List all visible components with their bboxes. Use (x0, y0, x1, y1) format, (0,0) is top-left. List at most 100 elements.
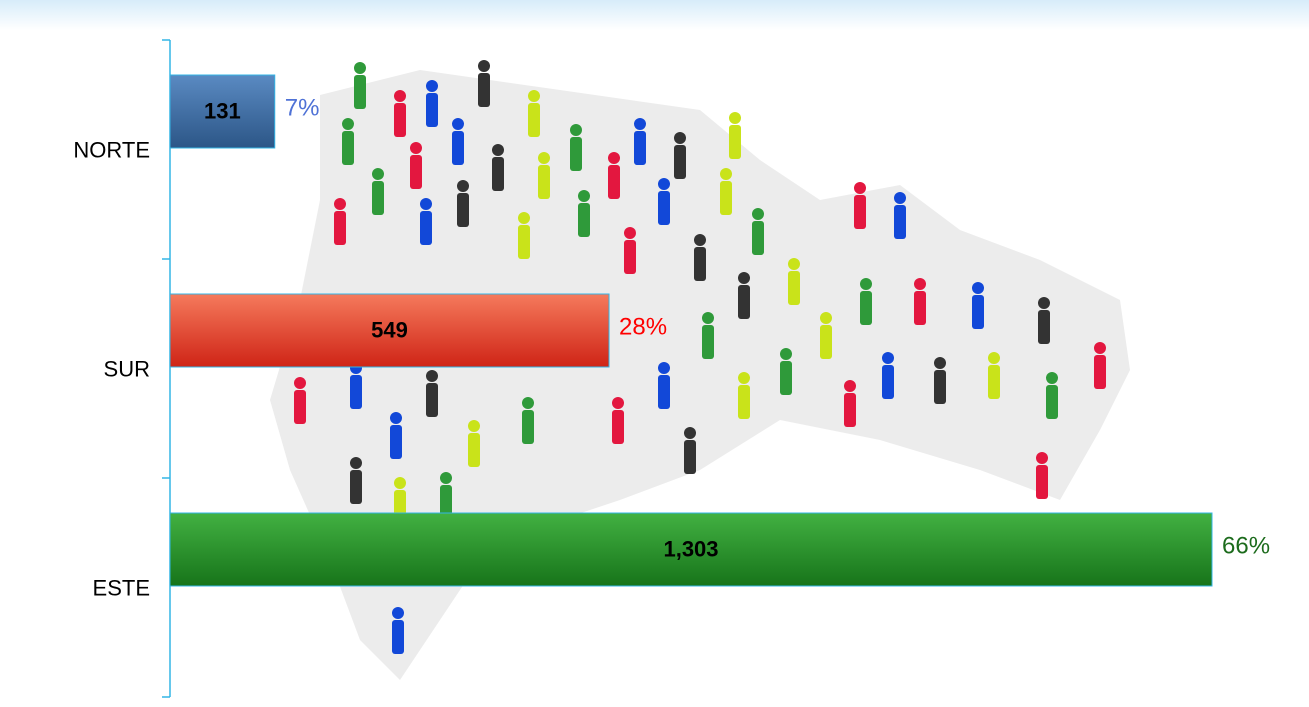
person-head (624, 227, 636, 239)
person-body (354, 75, 366, 109)
person-body (538, 165, 550, 199)
person-body (350, 470, 362, 504)
person-body (528, 103, 540, 137)
person-head (1036, 452, 1048, 464)
person-body (420, 211, 432, 245)
percent-label: 66% (1222, 532, 1270, 559)
person-body (578, 203, 590, 237)
person-body (608, 165, 620, 199)
person-head (634, 118, 646, 130)
person-body (1036, 465, 1048, 499)
person-body (392, 620, 404, 654)
person-head (694, 234, 706, 246)
person-body (624, 240, 636, 274)
person-body (570, 137, 582, 171)
person-body (350, 375, 362, 409)
bar (169, 293, 610, 368)
value-label: 1,303 (663, 536, 718, 561)
person-head (854, 182, 866, 194)
person-head (392, 607, 404, 619)
person-head (972, 282, 984, 294)
person-body (988, 365, 1000, 399)
person-body (738, 385, 750, 419)
person-head (538, 152, 550, 164)
person-head (394, 477, 406, 489)
person-head (410, 142, 422, 154)
person-head (440, 472, 452, 484)
percent-label: 7% (285, 94, 320, 121)
person-head (468, 420, 480, 432)
person-body (684, 440, 696, 474)
person-head (522, 397, 534, 409)
person-head (729, 112, 741, 124)
person-head (882, 352, 894, 364)
person-head (844, 380, 856, 392)
person-head (820, 312, 832, 324)
person-head (420, 198, 432, 210)
person-head (478, 60, 490, 72)
person-body (334, 211, 346, 245)
person-head (752, 208, 764, 220)
person-body (752, 221, 764, 255)
background-glow (0, 0, 1309, 30)
person-body (612, 410, 624, 444)
person-head (658, 362, 670, 374)
person-head (860, 278, 872, 290)
person-body (478, 73, 490, 107)
person-head (934, 357, 946, 369)
person-body (457, 193, 469, 227)
category-label: SUR (104, 356, 150, 381)
person-head (720, 168, 732, 180)
person-head (354, 62, 366, 74)
person-head (684, 427, 696, 439)
person-head (492, 144, 504, 156)
person-body (780, 361, 792, 395)
person-body (518, 225, 530, 259)
person-head (457, 180, 469, 192)
person-head (1038, 297, 1050, 309)
person-body (844, 393, 856, 427)
person-body (492, 157, 504, 191)
person-head (426, 370, 438, 382)
person-body (720, 181, 732, 215)
person-body (674, 145, 686, 179)
person-head (780, 348, 792, 360)
person-body (658, 375, 670, 409)
person-body (702, 325, 714, 359)
percent-label: 28% (619, 313, 667, 340)
person-body (468, 433, 480, 467)
person-head (528, 90, 540, 102)
person-head (452, 118, 464, 130)
value-label: 549 (371, 317, 408, 342)
person-body (860, 291, 872, 325)
person-body (452, 131, 464, 165)
person-body (914, 291, 926, 325)
person-head (914, 278, 926, 290)
person-body (426, 383, 438, 417)
person-body (394, 103, 406, 137)
person-head (738, 272, 750, 284)
person-body (972, 295, 984, 329)
person-head (518, 212, 530, 224)
person-head (1094, 342, 1106, 354)
person-body (854, 195, 866, 229)
person-body (634, 131, 646, 165)
map-background (270, 70, 1130, 680)
person-body (738, 285, 750, 319)
person-head (788, 258, 800, 270)
person-head (578, 190, 590, 202)
value-label: 131 (204, 98, 241, 123)
person-body (522, 410, 534, 444)
person-head (350, 457, 362, 469)
person-body (1094, 355, 1106, 389)
person-body (882, 365, 894, 399)
category-label: NORTE (73, 137, 150, 162)
person-body (410, 155, 422, 189)
person-body (1038, 310, 1050, 344)
person-body (894, 205, 906, 239)
person-body (658, 191, 670, 225)
person-body (342, 131, 354, 165)
person-head (738, 372, 750, 384)
person-head (334, 198, 346, 210)
